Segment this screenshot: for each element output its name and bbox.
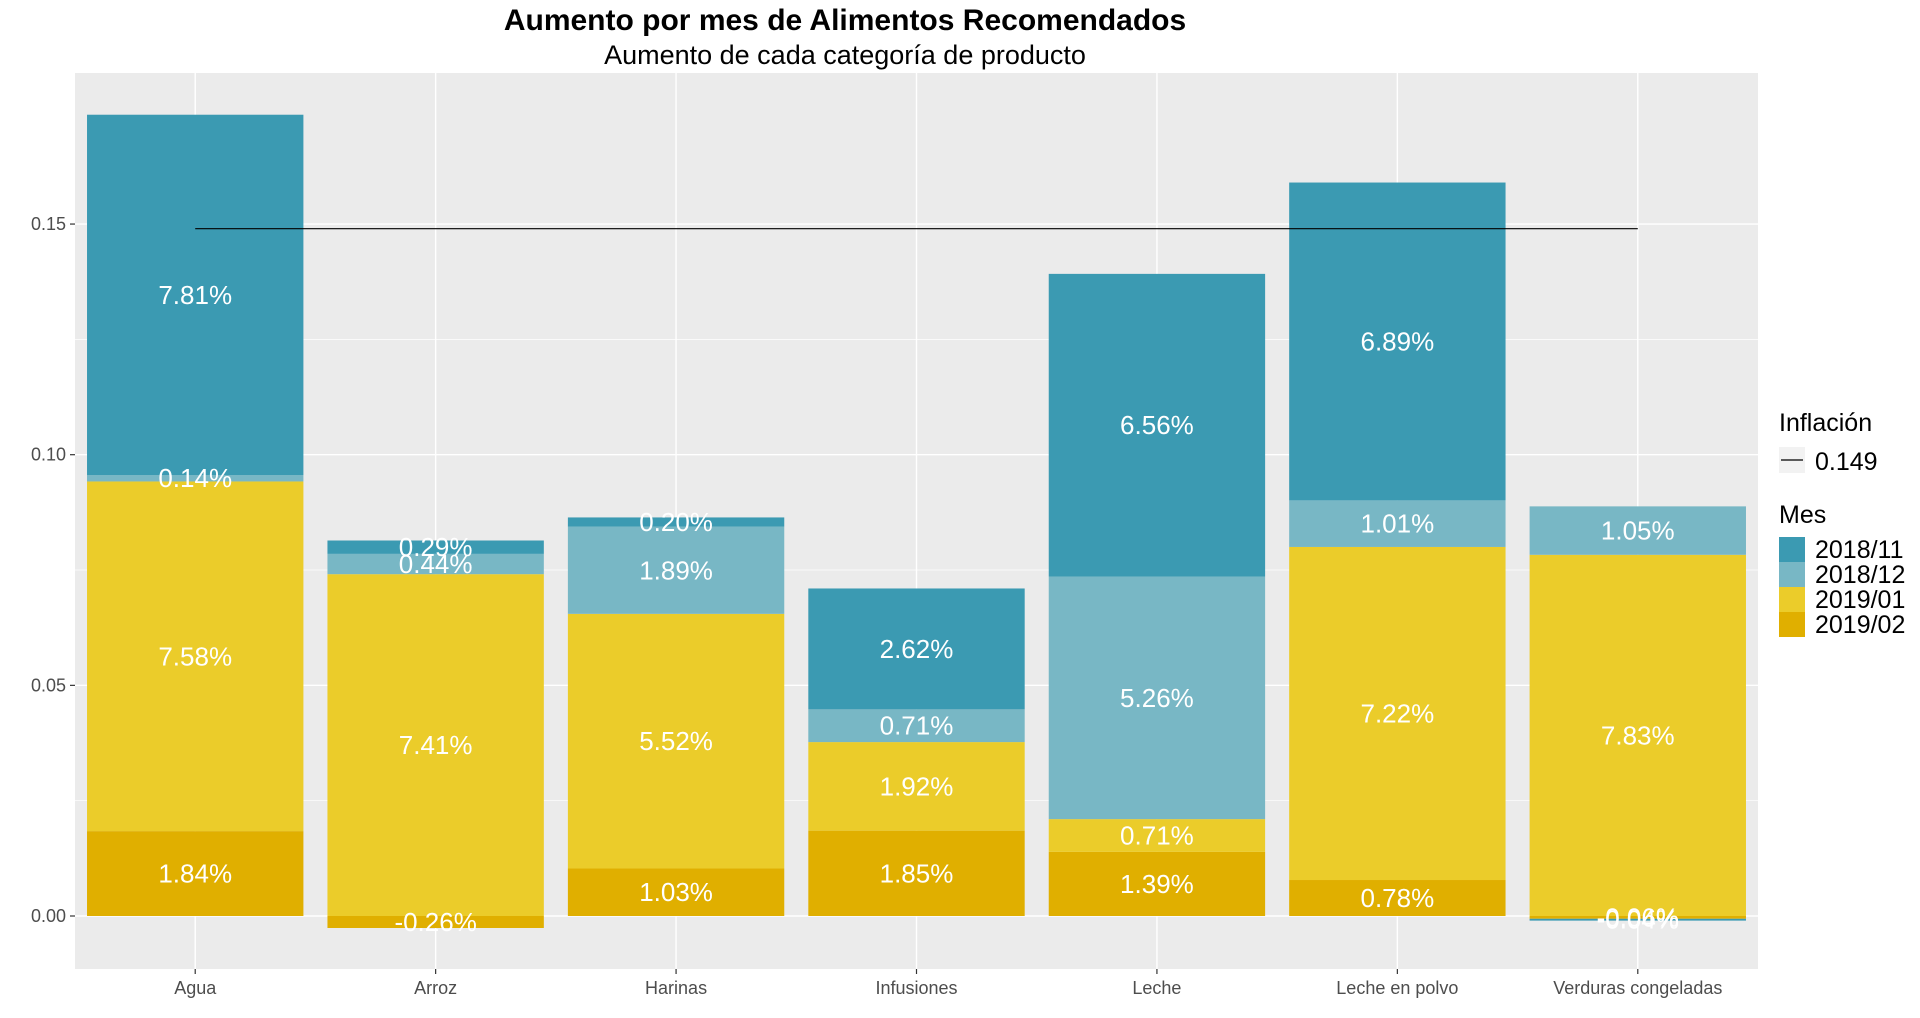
bars-group bbox=[87, 114, 1746, 928]
bar-segment bbox=[1048, 819, 1266, 852]
bar-segment bbox=[1048, 576, 1266, 820]
bar-segment bbox=[1048, 851, 1266, 916]
x-tick-label: Arroz bbox=[414, 978, 457, 998]
data-label: 6.89% bbox=[1360, 326, 1434, 356]
data-label: 7.81% bbox=[158, 280, 232, 310]
data-label: 0.71% bbox=[1120, 821, 1194, 851]
bar-segment bbox=[1529, 916, 1746, 919]
data-label: 0.20% bbox=[639, 507, 713, 537]
y-tick-label: 0.10 bbox=[31, 445, 66, 465]
bar-segment bbox=[1289, 546, 1506, 881]
data-label: 6.56% bbox=[1120, 410, 1194, 440]
bar-segment bbox=[808, 588, 1025, 710]
legend-swatch bbox=[1779, 537, 1805, 562]
x-tick-label: Leche en polvo bbox=[1336, 978, 1458, 998]
bar-segment bbox=[1289, 880, 1506, 916]
data-label: 0.29% bbox=[399, 532, 473, 562]
data-label: 0.44% bbox=[399, 549, 473, 579]
legend: Inflación 0.149 Mes 2018/112018/122019/0… bbox=[1779, 409, 1905, 639]
data-label: 1.89% bbox=[639, 555, 713, 585]
data-label: -0.04% bbox=[1597, 905, 1679, 935]
bar-segment bbox=[1529, 506, 1746, 555]
bar-segment bbox=[808, 709, 1025, 743]
bar-segment bbox=[87, 831, 304, 916]
data-label: 0.14% bbox=[158, 463, 232, 493]
legend-title-mes: Mes bbox=[1779, 501, 1826, 529]
data-label: -0.26% bbox=[394, 907, 476, 937]
bar-segment bbox=[567, 526, 785, 614]
y-tick-label: 0.15 bbox=[31, 214, 66, 234]
bar-segment bbox=[567, 868, 785, 916]
x-tick-label: Agua bbox=[174, 978, 217, 998]
data-label: 7.22% bbox=[1360, 698, 1434, 728]
legend-swatch bbox=[1779, 587, 1805, 612]
bar-segment bbox=[567, 517, 785, 527]
data-label: 0.71% bbox=[880, 711, 954, 741]
x-tick-label: Leche bbox=[1132, 978, 1181, 998]
bar-segment bbox=[87, 481, 304, 832]
bar-segment bbox=[327, 553, 544, 575]
bar-segment bbox=[1048, 273, 1266, 577]
data-label: 7.58% bbox=[158, 641, 232, 671]
legend-label-month: 2019/02 bbox=[1815, 611, 1905, 639]
data-label: 5.52% bbox=[639, 726, 713, 756]
bar-segment bbox=[87, 474, 304, 482]
legend-label-month: 2018/12 bbox=[1815, 561, 1905, 589]
data-label: 2.62% bbox=[880, 634, 954, 664]
bar-segment bbox=[808, 742, 1025, 831]
x-tick-label: Infusiones bbox=[875, 978, 957, 998]
data-label: 7.41% bbox=[399, 730, 473, 760]
legend-swatch bbox=[1779, 612, 1805, 637]
data-label: 0.78% bbox=[1360, 883, 1434, 913]
legend-swatch bbox=[1779, 562, 1805, 587]
data-label: 1.92% bbox=[880, 771, 954, 801]
x-tick-label: Harinas bbox=[645, 978, 707, 998]
data-label: 1.84% bbox=[158, 859, 232, 889]
y-tick-label: 0.00 bbox=[31, 906, 66, 926]
legend-label-month: 2018/11 bbox=[1815, 536, 1904, 564]
data-label: 1.05% bbox=[1601, 516, 1675, 546]
chart-subtitle: Aumento de cada categoría de producto bbox=[604, 40, 1086, 70]
data-label: 7.83% bbox=[1601, 720, 1675, 750]
data-label: 1.85% bbox=[880, 858, 954, 888]
bar-segment bbox=[567, 613, 785, 869]
bar-segment bbox=[327, 574, 544, 916]
data-label: 1.01% bbox=[1360, 509, 1434, 539]
bar-segment bbox=[1289, 500, 1506, 547]
data-label: -0.06% bbox=[1597, 902, 1679, 932]
y-tick-label: 0.05 bbox=[31, 675, 66, 695]
bar-segment bbox=[1289, 182, 1506, 501]
bar-segment bbox=[1529, 918, 1746, 921]
bar-segment bbox=[808, 830, 1025, 916]
bar-segment bbox=[327, 540, 544, 554]
data-labels-group: 1.84% 7.58% 0.14% 7.81% -0.26% 7.41% 0.44%0.29… bbox=[158, 280, 1679, 937]
legend-title-inflation: Inflación bbox=[1779, 409, 1872, 437]
x-tick-label: Verduras congeladas bbox=[1553, 978, 1722, 998]
chart-title: Aumento por mes de Alimentos Recomendado… bbox=[503, 4, 1187, 37]
bar-segment bbox=[87, 114, 304, 475]
axes-group: 0.00 0.05 0.10 0.15 Agua Arroz Harinas Infusion… bbox=[31, 214, 1722, 998]
bar-segment bbox=[1529, 554, 1746, 916]
legend-label-month: 2019/01 bbox=[1815, 586, 1905, 614]
bar-segment bbox=[327, 916, 544, 928]
legend-label-inflation: 0.149 bbox=[1815, 448, 1878, 476]
data-label: 1.39% bbox=[1120, 869, 1194, 899]
data-label: 1.03% bbox=[639, 877, 713, 907]
data-label: 5.26% bbox=[1120, 683, 1194, 713]
